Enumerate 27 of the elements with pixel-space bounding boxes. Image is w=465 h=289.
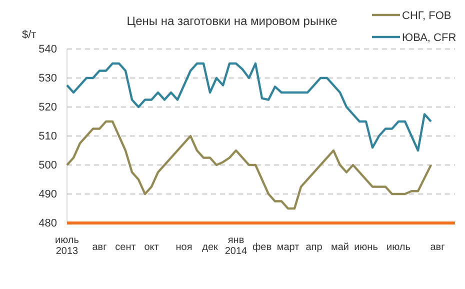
line-series <box>66 120 432 210</box>
y-tick-label: 510 <box>38 130 57 143</box>
x-tick-label: ноя <box>176 242 192 254</box>
x-tick-label: июнь <box>354 242 378 254</box>
x-tick-label: фев <box>252 242 272 254</box>
x-tick-label: июль 2013 <box>55 235 79 257</box>
y-axis-title: $/т <box>22 29 36 41</box>
x-tick-label: апр <box>306 242 323 254</box>
x-tick-label: май <box>330 242 350 254</box>
x-tick-label: окт <box>144 242 160 254</box>
x-tick-label: дек <box>202 242 219 254</box>
y-tick-label: 540 <box>38 44 57 56</box>
y-tick-label: 520 <box>38 102 57 114</box>
legend-label: СНГ, FOB <box>402 10 452 22</box>
x-tick-label: март <box>276 242 300 254</box>
y-tick-label: 530 <box>38 72 57 85</box>
x-tick-label: авг <box>92 242 108 254</box>
x-tick-label: сент <box>115 242 136 254</box>
legend-label: ЮВА, CFR <box>402 32 456 44</box>
y-tick-label: 500 <box>38 160 57 172</box>
x-tick-label: янв 2014 <box>224 235 248 257</box>
line-series <box>66 62 432 152</box>
y-tick-label: 480 <box>38 218 57 230</box>
x-tick-label: авг <box>430 242 446 254</box>
x-tick-label: июль <box>386 242 410 254</box>
y-tick-label: 490 <box>38 188 57 201</box>
chart-title: Цены на заготовки на мировом рынке <box>126 14 338 28</box>
